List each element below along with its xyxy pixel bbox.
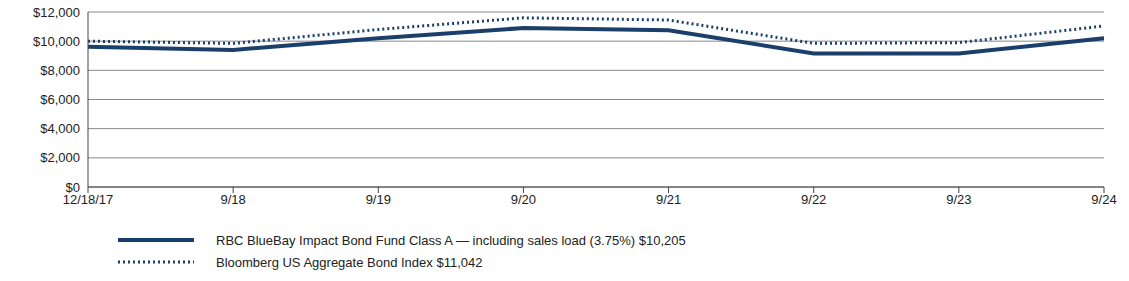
svg-text:9/19: 9/19 xyxy=(366,192,391,207)
svg-text:$10,000: $10,000 xyxy=(33,34,80,49)
svg-text:9/24: 9/24 xyxy=(1091,192,1116,207)
svg-text:9/18: 9/18 xyxy=(220,192,245,207)
svg-text:9/23: 9/23 xyxy=(946,192,971,207)
svg-text:$12,000: $12,000 xyxy=(33,5,80,20)
svg-text:$8,000: $8,000 xyxy=(40,63,80,78)
svg-text:$0: $0 xyxy=(66,180,80,195)
svg-text:9/20: 9/20 xyxy=(511,192,536,207)
html-text:Bloomberg US Aggregate Bond In: Bloomberg US Aggregate Bond Index $11,04… xyxy=(216,254,483,270)
svg-text:9/22: 9/22 xyxy=(801,192,826,207)
svg-text:12/18/17: 12/18/17 xyxy=(62,192,114,208)
svg-text:$6,000: $6,000 xyxy=(40,92,80,107)
html-text:RBC BlueBay Impact Bond Fund C: RBC BlueBay Impact Bond Fund Class A — i… xyxy=(216,232,686,248)
svg-text:$2,000: $2,000 xyxy=(40,150,80,165)
svg-text:$4,000: $4,000 xyxy=(40,121,80,136)
svg-text:9/21: 9/21 xyxy=(656,192,681,207)
